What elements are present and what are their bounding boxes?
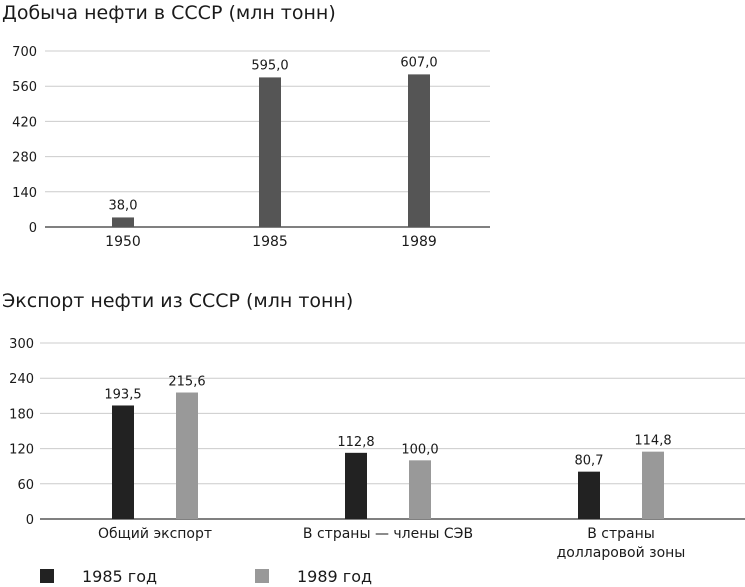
x-category-label: 1985 bbox=[252, 234, 288, 250]
legend-swatch-1989 bbox=[255, 569, 269, 583]
bar-production-1989 bbox=[408, 74, 430, 227]
y-tick-label: 180 bbox=[9, 407, 34, 422]
data-label: 112,8 bbox=[337, 435, 374, 450]
legend-label-1985: 1985 год bbox=[82, 566, 158, 586]
bar-export-1985-1 bbox=[345, 452, 367, 519]
y-tick-label: 140 bbox=[12, 186, 37, 201]
data-label: 38,0 bbox=[109, 198, 138, 213]
y-tick-label: 300 bbox=[9, 337, 34, 352]
bar-export-1989-2 bbox=[642, 451, 664, 519]
y-tick-label: 560 bbox=[12, 80, 37, 95]
data-label: 114,8 bbox=[634, 434, 671, 449]
bar-export-1989-1 bbox=[409, 460, 431, 519]
y-tick-label: 120 bbox=[9, 443, 34, 458]
bar-export-1985-0 bbox=[112, 405, 134, 519]
x-category-label: 1950 bbox=[105, 234, 141, 250]
data-label: 193,5 bbox=[104, 387, 141, 402]
data-label: 100,0 bbox=[401, 442, 438, 457]
x-category-label: В страны bbox=[587, 526, 655, 542]
bar-production-1950 bbox=[112, 217, 134, 227]
legend-label-1989: 1989 год bbox=[297, 566, 373, 586]
data-label: 595,0 bbox=[251, 58, 288, 73]
y-tick-label: 60 bbox=[17, 478, 34, 493]
data-label: 215,6 bbox=[168, 375, 205, 390]
legend-swatch-1985 bbox=[40, 569, 54, 583]
y-tick-label: 240 bbox=[9, 372, 34, 387]
bar-production-1985 bbox=[259, 77, 281, 228]
y-tick-label: 420 bbox=[12, 115, 37, 130]
legend-item-1985: 1985 год bbox=[40, 566, 157, 586]
chart-title-export: Экспорт нефти из СССР (млн тонн) bbox=[2, 290, 354, 312]
x-category-label: В страны — члены СЭВ bbox=[303, 526, 473, 542]
bar-export-1985-2 bbox=[578, 471, 600, 519]
x-category-label: 1989 bbox=[401, 234, 437, 250]
chart-title-production: Добыча нефти в СССР (млн тонн) bbox=[2, 2, 336, 24]
y-tick-label: 280 bbox=[12, 151, 37, 166]
y-tick-label: 0 bbox=[29, 221, 37, 236]
bar-export-1989-0 bbox=[176, 392, 198, 519]
legend-item-1989: 1989 год bbox=[255, 566, 372, 586]
y-tick-label: 0 bbox=[26, 513, 34, 528]
y-tick-label: 700 bbox=[12, 45, 37, 60]
data-label: 80,7 bbox=[575, 454, 604, 469]
x-category-label: долларовой зоны bbox=[557, 545, 686, 561]
x-category-label: Общий экспорт bbox=[98, 526, 212, 542]
data-label: 607,0 bbox=[400, 55, 437, 70]
